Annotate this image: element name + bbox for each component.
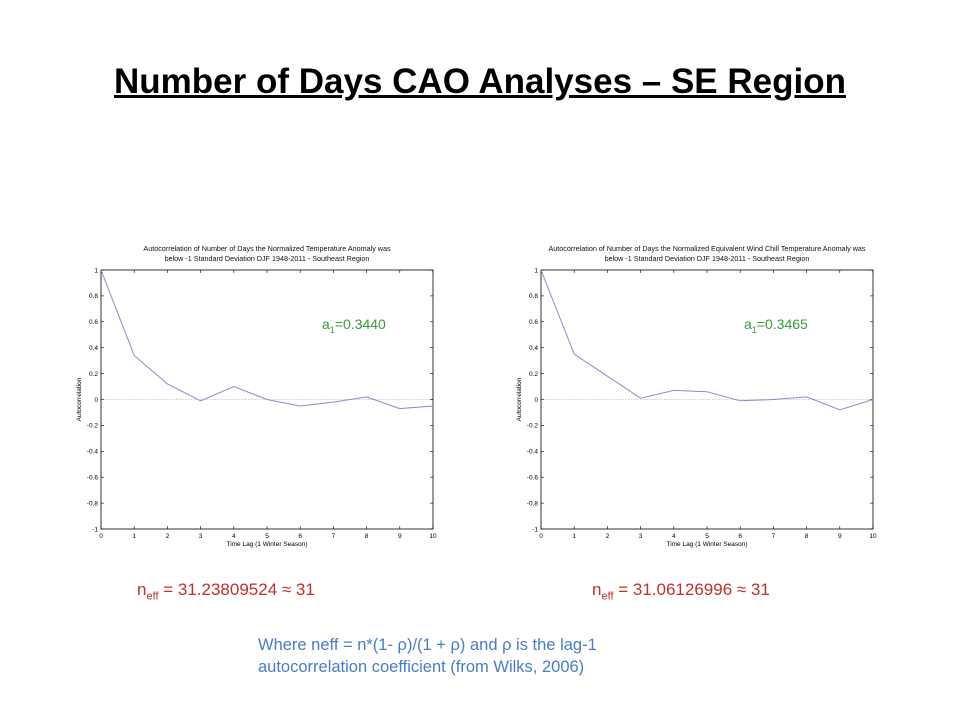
chart-autocorrelation-temperature: Autocorrelation of Number of Days the No… — [70, 243, 450, 553]
chart-svg: Autocorrelation of Number of Days the No… — [76, 244, 437, 548]
y-tick-label: 0.8 — [529, 293, 538, 300]
y-tick-label: 0.2 — [89, 371, 98, 378]
x-tick-label: 2 — [606, 533, 610, 540]
x-tick-label: 7 — [772, 533, 776, 540]
formula-note-line-2: autocorrelation coefficient (from Wilks,… — [258, 658, 585, 676]
x-tick-label: 5 — [265, 533, 269, 540]
y-tick-label: -0.6 — [527, 475, 539, 482]
formula-note-line-1: Where neff = n*(1- ρ)/(1 + ρ) and ρ is t… — [258, 636, 597, 654]
x-axis-label: Time Lag (1 Winter Season) — [666, 541, 747, 548]
x-tick-label: 4 — [672, 533, 676, 540]
y-tick-label: -1 — [532, 526, 538, 533]
y-axis-label: Autocorrelation — [76, 377, 83, 421]
x-tick-label: 1 — [572, 533, 576, 540]
y-tick-label: 0.6 — [89, 319, 98, 326]
y-tick-label: 0.8 — [89, 293, 98, 300]
x-tick-label: 2 — [166, 533, 170, 540]
x-tick-label: 8 — [805, 533, 809, 540]
y-tick-label: 0 — [94, 397, 98, 404]
coef-prefix: a — [322, 316, 330, 332]
chart-title-line-2: below -1 Standard Deviation DJF 1948-201… — [165, 254, 370, 263]
neff-subscript: eff — [601, 590, 614, 603]
coef-value: =0.3440 — [334, 316, 386, 332]
x-tick-label: 10 — [429, 533, 437, 540]
chart-title-line-2: below -1 Standard Deviation DJF 1948-201… — [605, 254, 810, 263]
y-tick-label: -1 — [92, 526, 98, 533]
x-tick-label: 3 — [639, 533, 643, 540]
x-tick-label: 6 — [298, 533, 302, 540]
y-tick-label: -0.2 — [87, 423, 99, 430]
lag1-coefficient-left: a1=0.3440 — [322, 316, 386, 335]
x-tick-label: 7 — [332, 533, 336, 540]
neff-prefix: n — [592, 580, 602, 599]
coef-value: =0.3465 — [756, 316, 808, 332]
x-tick-label: 0 — [99, 533, 103, 540]
y-tick-label: 0.4 — [89, 345, 98, 352]
x-tick-label: 0 — [539, 533, 543, 540]
x-tick-label: 1 — [132, 533, 136, 540]
x-tick-label: 8 — [365, 533, 369, 540]
y-tick-label: 0.2 — [529, 371, 538, 378]
y-tick-label: -0.2 — [527, 423, 539, 430]
x-tick-label: 6 — [738, 533, 742, 540]
x-tick-label: 5 — [705, 533, 709, 540]
y-tick-label: -0.8 — [527, 500, 539, 507]
y-tick-label: 0.4 — [529, 345, 538, 352]
x-tick-label: 4 — [232, 533, 236, 540]
y-tick-label: 0.6 — [529, 319, 538, 326]
y-tick-label: -0.6 — [87, 475, 99, 482]
x-tick-label: 9 — [838, 533, 842, 540]
neff-right: neff = 31.06126996 ≈ 31 — [592, 580, 770, 602]
y-tick-label: 1 — [94, 267, 98, 274]
x-tick-label: 9 — [398, 533, 402, 540]
coef-prefix: a — [744, 316, 752, 332]
y-tick-label: -0.4 — [87, 449, 99, 456]
neff-prefix: n — [137, 580, 147, 599]
chart-autocorrelation-wind-chill: Autocorrelation of Number of Days the No… — [510, 243, 890, 553]
chart-title-line-1: Autocorrelation of Number of Days the No… — [143, 244, 391, 253]
neff-left: neff = 31.23809524 ≈ 31 — [137, 580, 315, 602]
chart-svg: Autocorrelation of Number of Days the No… — [516, 244, 877, 548]
slide-title: Number of Days CAO Analyses – SE Region — [114, 62, 846, 101]
y-tick-label: 1 — [534, 267, 538, 274]
y-tick-label: -0.4 — [527, 449, 539, 456]
x-axis-label: Time Lag (1 Winter Season) — [226, 541, 307, 548]
lag1-coefficient-right: a1=0.3465 — [744, 316, 808, 335]
x-tick-label: 10 — [869, 533, 877, 540]
x-tick-label: 3 — [199, 533, 203, 540]
y-tick-label: -0.8 — [87, 500, 99, 507]
coef-subscript: 1 — [329, 324, 335, 335]
neff-subscript: eff — [146, 590, 159, 603]
formula-note: Where neff = n*(1- ρ)/(1 + ρ) and ρ is t… — [258, 634, 778, 678]
neff-value: = 31.06126996 ≈ 31 — [613, 580, 770, 599]
y-tick-label: 0 — [534, 397, 538, 404]
y-axis-label: Autocorrelation — [516, 377, 523, 421]
neff-value: = 31.23809524 ≈ 31 — [158, 580, 315, 599]
coef-subscript: 1 — [751, 324, 757, 335]
chart-title-line-1: Autocorrelation of Number of Days the No… — [548, 244, 865, 253]
